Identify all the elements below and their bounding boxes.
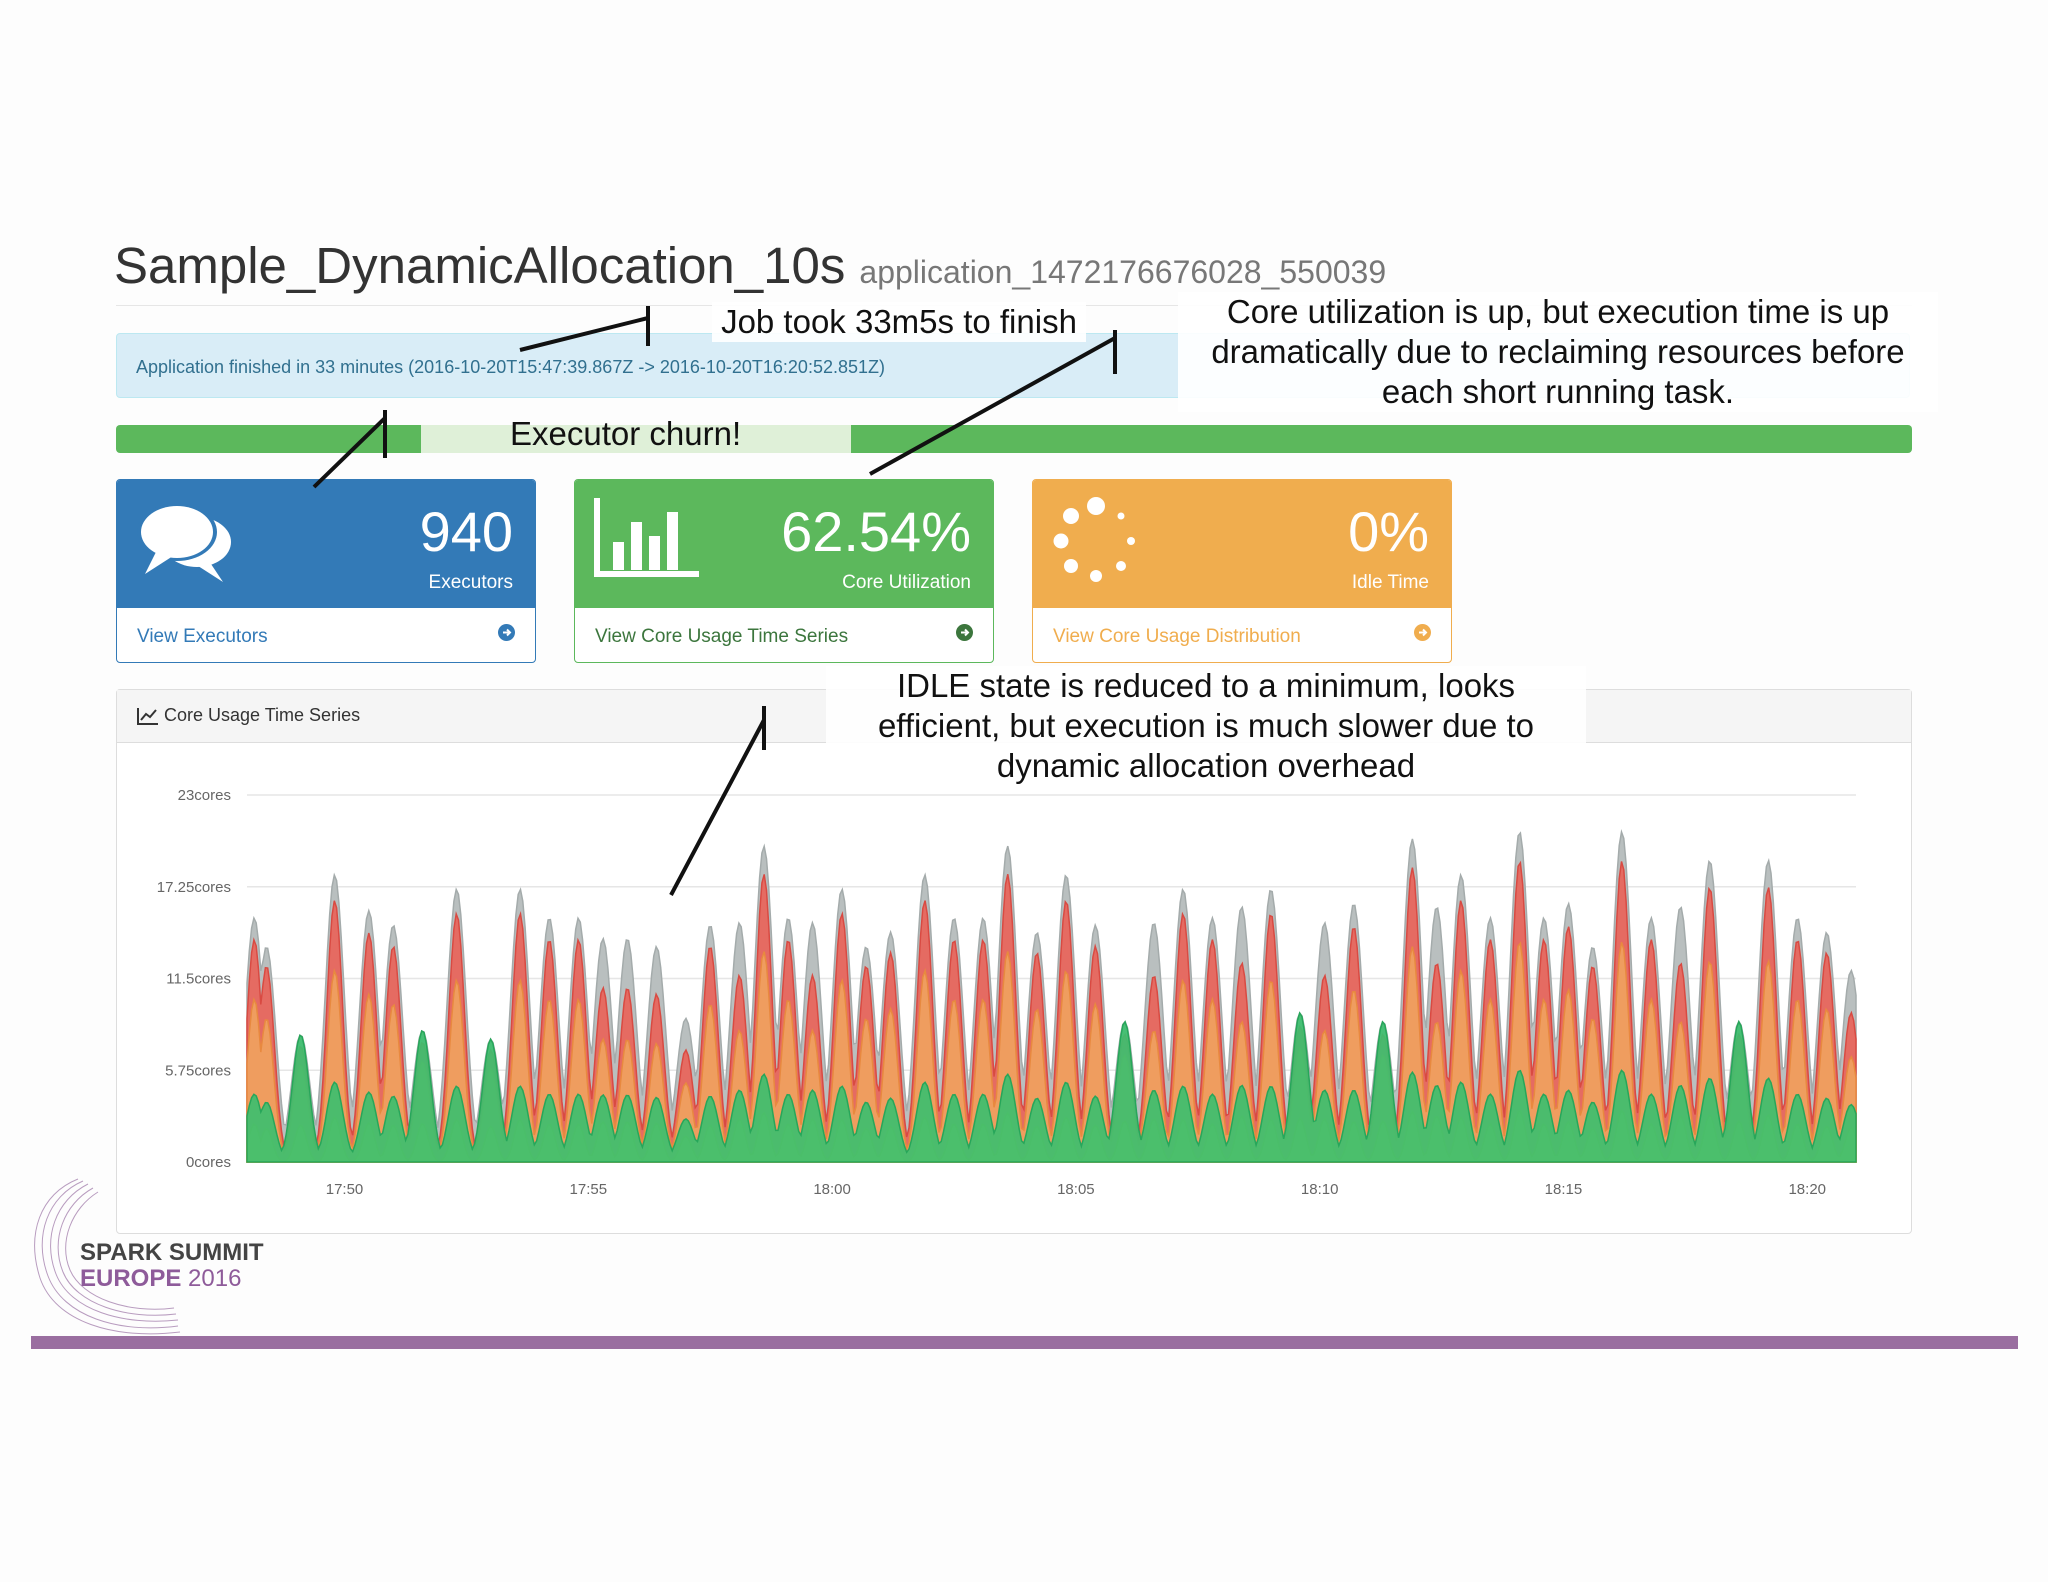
core-utilization-caption: Core Utilization bbox=[842, 572, 971, 593]
x-tick-label: 18:10 bbox=[1301, 1181, 1339, 1198]
bar-chart-icon bbox=[593, 496, 703, 585]
brand-edition: EUROPE 2016 bbox=[80, 1266, 241, 1292]
spark-summit-logo-swirl bbox=[34, 1178, 181, 1335]
arrow-circle-right-icon[interactable] bbox=[956, 624, 973, 641]
brand-edition-label: EUROPE bbox=[80, 1265, 182, 1292]
arrow-circle-right-icon[interactable] bbox=[1414, 624, 1431, 641]
core-usage-chart: 0cores 5.75cores 11.5cores 17.25cores 23core… bbox=[157, 787, 1857, 1198]
idle-time-panel-heading: 0% Idle Time bbox=[1033, 480, 1451, 608]
view-core-usage-distribution-link[interactable]: View Core Usage Distribution bbox=[1053, 626, 1301, 647]
x-tick-label: 18:00 bbox=[813, 1181, 851, 1198]
x-tick-label: 18:15 bbox=[1545, 1181, 1583, 1198]
app-id: application_1472176676028_550039 bbox=[859, 254, 1387, 290]
annotation-executor-churn: Executor churn! bbox=[510, 415, 742, 452]
idle-time-panel: 0% Idle Time View Core Usage Distributio… bbox=[1032, 479, 1452, 663]
view-executors-link[interactable]: View Executors bbox=[137, 626, 268, 647]
y-tick-label: 5.75cores bbox=[165, 1062, 231, 1079]
core-utilization-value: 62.54% bbox=[781, 500, 971, 563]
idle-time-value: 0% bbox=[1348, 500, 1429, 563]
executors-panel: 940 Executors View Executors bbox=[116, 479, 536, 663]
series-area-5 bbox=[246, 1011, 1857, 1163]
y-tick-label: 0cores bbox=[186, 1154, 231, 1171]
executors-count: 940 bbox=[419, 500, 513, 563]
annotation-core-line-3: each short running task. bbox=[1381, 373, 1735, 410]
arrow-circle-right-icon[interactable] bbox=[498, 624, 515, 641]
spinner-icon bbox=[1051, 496, 1141, 591]
chart-areas bbox=[246, 829, 1857, 1163]
comments-icon bbox=[135, 496, 235, 597]
annotation-job-duration: Job took 33m5s to finish bbox=[712, 302, 1086, 342]
line-chart-icon bbox=[137, 707, 159, 730]
y-axis-ticks: 0cores 5.75cores 11.5cores 17.25cores 23core… bbox=[157, 787, 231, 1171]
view-core-usage-time-series-link[interactable]: View Core Usage Time Series bbox=[595, 626, 849, 647]
core-utilization-panel-heading: 62.54% Core Utilization bbox=[575, 480, 993, 608]
core-utilization-panel: 62.54% Core Utilization View Core Usage … bbox=[574, 479, 994, 663]
x-axis-ticks: 17:50 17:55 18:00 18:05 18:10 18:15 18:20 bbox=[326, 1181, 1826, 1198]
brand-year: 2016 bbox=[188, 1265, 242, 1292]
x-tick-label: 17:55 bbox=[570, 1181, 608, 1198]
annotation-idle-line-3: dynamic allocation overhead bbox=[996, 747, 1416, 784]
annotation-core-utilization: Core utilization is up, but execution ti… bbox=[1178, 292, 1938, 412]
x-tick-label: 18:05 bbox=[1057, 1181, 1095, 1198]
page-title: Sample_DynamicAllocation_10s application_… bbox=[114, 240, 1386, 291]
footer-bar bbox=[31, 1336, 2018, 1349]
annotation-idle-line-2: efficient, but execution is much slower … bbox=[877, 707, 1535, 744]
annotation-core-line-2: dramatically due to reclaiming resources… bbox=[1211, 333, 1905, 370]
x-tick-label: 17:50 bbox=[326, 1181, 364, 1198]
annotation-idle-state: IDLE state is reduced to a minimum, look… bbox=[826, 666, 1586, 786]
y-tick-label: 23cores bbox=[178, 787, 231, 804]
executors-panel-heading: 940 Executors bbox=[117, 480, 535, 608]
progress-bar bbox=[116, 425, 1912, 453]
idle-time-caption: Idle Time bbox=[1351, 572, 1429, 593]
annotation-idle-line-1: IDLE state is reduced to a minimum, look… bbox=[896, 667, 1516, 704]
annotation-core-line-1: Core utilization is up, but execution ti… bbox=[1226, 293, 1890, 330]
chart-panel-title: Core Usage Time Series bbox=[164, 705, 361, 725]
progress-churn-segment bbox=[421, 425, 851, 453]
y-tick-label: 11.5cores bbox=[166, 971, 231, 988]
executors-caption: Executors bbox=[428, 572, 513, 593]
brand-name: SPARK SUMMIT bbox=[80, 1239, 264, 1266]
finished-alert-text: Application finished in 33 minutes (2016… bbox=[136, 357, 885, 377]
x-tick-label: 18:20 bbox=[1788, 1181, 1826, 1198]
app-name: Sample_DynamicAllocation_10s bbox=[114, 237, 846, 294]
y-tick-label: 17.25cores bbox=[157, 879, 231, 896]
